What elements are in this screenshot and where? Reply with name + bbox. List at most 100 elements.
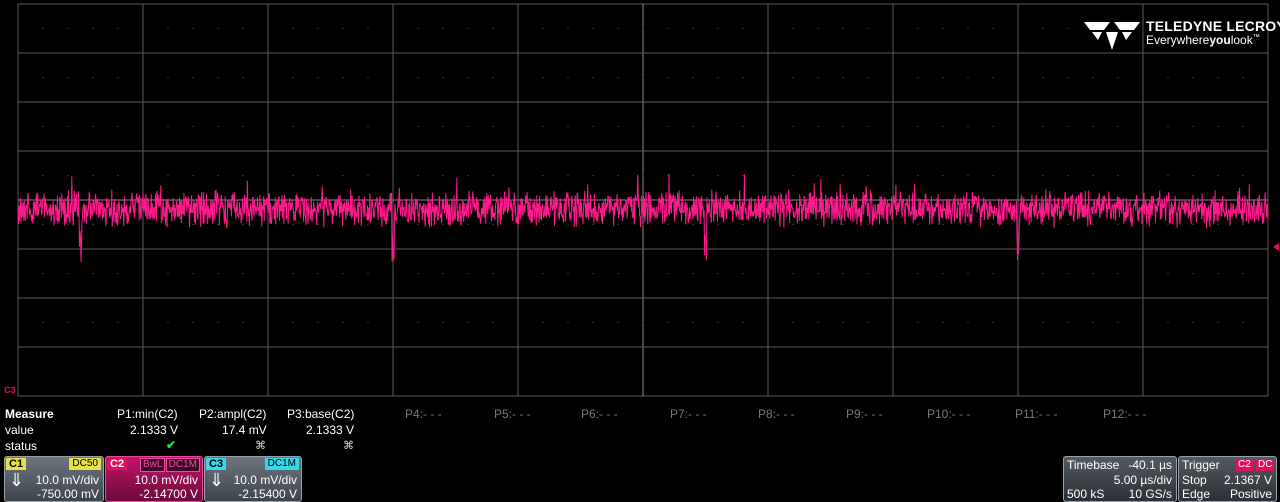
param-p3-status-icon: ⌘: [343, 440, 354, 452]
graticule-dot: [1142, 76, 1144, 79]
graticule-dot: [1067, 272, 1069, 275]
graticule-dot: [392, 272, 394, 275]
param-p5-name[interactable]: P5:- - -: [494, 407, 531, 421]
graticule-dot: [667, 125, 669, 128]
trigger-slope: Positive: [1229, 487, 1272, 501]
graticule-dot: [842, 321, 844, 324]
graticule-dot: [892, 272, 894, 275]
param-p11-name[interactable]: P11:- - -: [1015, 407, 1058, 421]
graticule-dot: [167, 27, 169, 30]
graticule-dot: [42, 76, 44, 79]
channel-c1-descriptor[interactable]: C1 DC50 ⇓ 10.0 mV/div -750.00 mV: [4, 456, 104, 502]
graticule-dot: [692, 125, 694, 128]
graticule-dot: [742, 272, 744, 275]
graticule-dot: [392, 125, 394, 128]
graticule-dot: [1042, 76, 1044, 79]
graticule-dot: [967, 174, 969, 177]
graticule-dot: [942, 272, 944, 275]
graticule-dot: [42, 27, 44, 30]
graticule-dot: [867, 76, 869, 79]
graticule-dot: [717, 321, 719, 324]
graticule-dot: [1117, 223, 1119, 226]
graticule-dot: [1117, 174, 1119, 177]
graticule-dot: [1217, 125, 1219, 128]
graticule-dot: [192, 223, 194, 226]
graticule-dot: [642, 76, 644, 79]
param-p6-name[interactable]: P6:- - -: [581, 407, 618, 421]
graticule-dot: [142, 272, 144, 275]
graticule-dot: [17, 27, 19, 30]
graticule-dot: [1192, 223, 1194, 226]
graticule-dot: [917, 27, 919, 30]
param-p3-name[interactable]: P3:base(C2): [287, 407, 355, 421]
graticule-dot: [317, 125, 319, 128]
graticule-dot: [442, 174, 444, 177]
channel-c2-descriptor[interactable]: C2 BwL DC1M 10.0 mV/div -2.14700 V: [105, 456, 203, 502]
trigger-descriptor[interactable]: Trigger C2 DC Stop 2.1367 V Edge Positiv…: [1178, 456, 1277, 502]
param-p2-name[interactable]: P2:ampl(C2): [199, 407, 267, 421]
graticule-dot: [117, 272, 119, 275]
param-p1-name[interactable]: P1:min(C2): [117, 407, 178, 421]
graticule-dot: [117, 125, 119, 128]
graticule-dot: [867, 321, 869, 324]
graticule-dot: [442, 27, 444, 30]
graticule-dot: [617, 321, 619, 324]
graticule-dot: [817, 321, 819, 324]
param-p2-status-icon: ⌘: [255, 440, 266, 452]
param-p4-name[interactable]: P4:- - -: [405, 407, 442, 421]
param-p3-value: 2.1333 V: [306, 423, 355, 437]
graticule-dot: [342, 174, 344, 177]
param-p7-name[interactable]: P7:- - -: [670, 407, 707, 421]
param-p12-name[interactable]: P12:- - -: [1103, 407, 1147, 421]
trigger-source: C2: [1236, 459, 1253, 471]
graticule-dot: [517, 321, 519, 324]
graticule-dot: [992, 223, 994, 226]
param-p9-name[interactable]: P9:- - -: [846, 407, 883, 421]
graticule-dot: [67, 272, 69, 275]
graticule-dot: [742, 174, 744, 177]
graticule-dot: [1242, 223, 1244, 226]
graticule-dot: [492, 174, 494, 177]
graticule-dot: [817, 223, 819, 226]
graticule-dot: [42, 223, 44, 226]
measure-row-status-label: status: [5, 439, 38, 453]
graticule-dot: [1267, 321, 1269, 324]
graticule-dot: [192, 272, 194, 275]
graticule-dot: [467, 76, 469, 79]
graticule-dot: [892, 174, 894, 177]
graticule-dot: [117, 174, 119, 177]
graticule-dot: [567, 272, 569, 275]
graticule-dot: [167, 76, 169, 79]
graticule-dot: [192, 27, 194, 30]
measure-table[interactable]: Measure value status P1:min(C2) 2.1333 V…: [0, 405, 1280, 453]
graticule-dot: [367, 223, 369, 226]
graticule-dot: [642, 27, 644, 30]
graticule-dot: [992, 27, 994, 30]
graticule-dot: [417, 272, 419, 275]
graticule-dot: [192, 125, 194, 128]
graticule-dot: [1042, 27, 1044, 30]
graticule-dot: [1192, 27, 1194, 30]
tagline-part: Everywhere: [1146, 33, 1210, 47]
param-p10-name[interactable]: P10:- - -: [927, 407, 971, 421]
graticule-dot: [417, 321, 419, 324]
graticule-dot: [1242, 174, 1244, 177]
waveform-display[interactable]: [0, 0, 1280, 402]
graticule-dot: [242, 125, 244, 128]
graticule-dot: [592, 272, 594, 275]
channel-c3-offset: -2.15400 V: [238, 487, 297, 501]
graticule-dot: [42, 321, 44, 324]
param-p8-name[interactable]: P8:- - -: [758, 407, 795, 421]
channel-c3-descriptor[interactable]: C3 DC1M ⇓ 10.0 mV/div -2.15400 V: [204, 456, 302, 502]
graticule-dot: [842, 76, 844, 79]
graticule-dot: [217, 174, 219, 177]
channel-ground-marker[interactable]: C3: [4, 385, 16, 395]
graticule-dot: [517, 174, 519, 177]
graticule-dot: [167, 321, 169, 324]
graticule-dot: [142, 321, 144, 324]
timebase-descriptor[interactable]: Timebase -40.1 µs 5.00 µs/div 500 kS 10 …: [1063, 456, 1177, 502]
graticule-dot: [117, 27, 119, 30]
graticule-dot: [592, 223, 594, 226]
graticule-dot: [692, 223, 694, 226]
graticule-dot: [92, 223, 94, 226]
